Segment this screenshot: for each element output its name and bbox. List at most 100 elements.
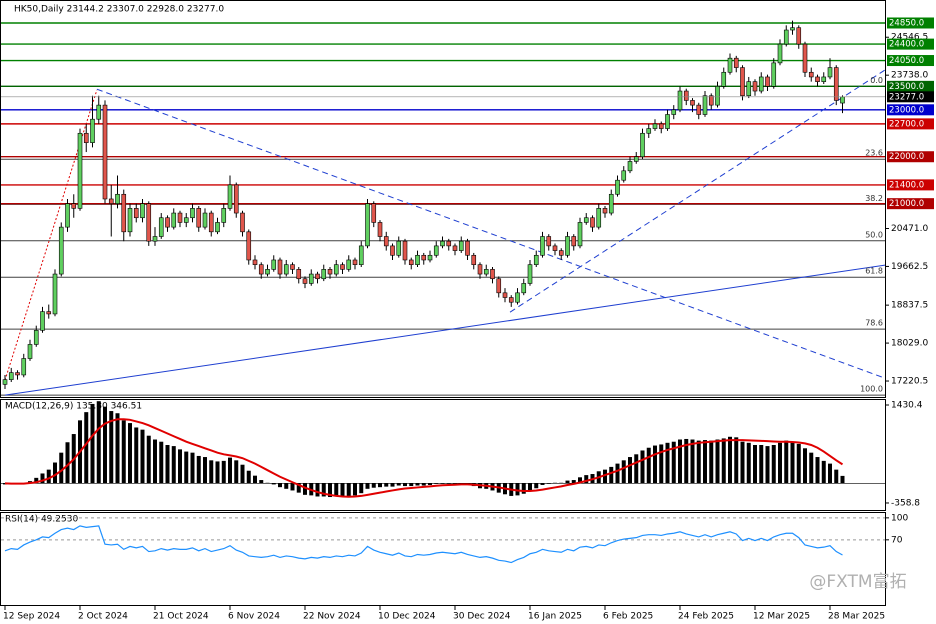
candle-body [221,208,227,223]
candle-body [196,208,202,228]
candle-body [383,236,389,247]
macd-bar [165,444,170,484]
candle-body [240,212,245,233]
x-tick-label: 21 Oct 2024 [153,612,209,622]
candle-body [721,71,727,87]
macd-bar [296,483,301,493]
candle-body [127,208,133,233]
x-tick-label: 2 Oct 2024 [78,612,128,622]
candle-body [90,118,95,143]
level-label: 24050.0 [889,56,924,66]
macd-bar [334,483,339,497]
candle-body [452,245,458,251]
y-tick-label: 18837.5 [891,301,928,311]
candle-body [115,193,120,204]
candle-body [727,57,733,73]
level-label-box [887,38,934,50]
candle-body [546,236,552,247]
macd-bar [109,411,114,484]
candle-body [408,259,414,265]
candle-body [433,245,439,256]
candle-body [346,259,352,270]
macd-bar [384,483,389,487]
candle-body [715,86,720,106]
macd-bar [634,454,639,484]
candle-body [190,208,195,219]
macd-bar [790,441,795,484]
candle-body [577,222,583,247]
candle-body [277,259,283,275]
macd-bar [765,446,770,484]
macd-bar [346,483,351,496]
macd-bar [834,469,839,484]
macd-bar [271,483,276,485]
level-label: 23000.0 [889,105,924,115]
candle-body [796,27,802,45]
candle-body [96,104,102,120]
candle-body [740,67,745,97]
macd-bar [746,442,751,484]
macd-bar [678,439,682,484]
macd-bar [96,401,101,484]
x-tick-label: 12 Mar 2025 [753,612,810,622]
candle-body [265,269,270,275]
candle-body [483,269,489,275]
trend-line [509,69,885,313]
candle-body [258,264,264,275]
x-tick-label: 22 Nov 2024 [303,612,361,622]
macd-bar [565,480,570,484]
candle-body [415,254,420,265]
macd-bar [553,482,557,484]
level-label: 22000.0 [889,152,924,162]
candle-body [490,269,495,280]
level-label: 21400.0 [889,180,924,190]
fib-label: 0.0 [870,76,883,85]
macd-bar [171,446,176,484]
macd-bar [40,473,45,484]
candle-body [477,264,483,275]
macd-bar [578,477,582,484]
rsi-pane [0,512,886,606]
macd-bar [246,470,251,484]
candle-body [690,100,695,106]
candle-body [215,222,220,233]
watermark: @FXTM富拓 [809,572,906,592]
candle-body [77,132,83,209]
level-label-box [887,151,934,163]
macd-bar [540,483,545,485]
macd-bar [428,483,432,485]
trend-line [4,264,885,396]
candle-body [202,212,208,228]
macd-bar [671,441,676,484]
macd-bar [359,483,364,494]
macd-bar [371,483,376,488]
macd-bar [121,420,126,484]
candle-body [783,29,789,45]
candle-body [633,156,639,162]
candle-body [646,128,652,134]
candle-body [508,297,514,303]
macd-bar [240,464,245,484]
candle-body [758,76,764,92]
candle-body [152,236,158,242]
rsi-line [4,525,843,564]
candle-body [396,240,402,256]
y-tick-label: 20471.0 [891,224,928,234]
candle-body [58,226,64,275]
fib-label: 50.0 [865,230,883,239]
macd-bar [421,483,426,486]
candle-body [777,43,783,64]
macd-bar [253,475,257,484]
macd-bar [321,483,326,497]
x-tick-label: 16 Jan 2025 [528,612,582,622]
level-label-box [887,104,934,116]
level-label: 23500.0 [889,82,924,92]
candle-body [2,379,8,385]
macd-bar [190,452,195,484]
candle-body [458,240,464,251]
candle-body [377,222,383,237]
macd-bar [184,451,189,484]
macd-bar [59,452,64,484]
macd-bar [134,427,139,484]
